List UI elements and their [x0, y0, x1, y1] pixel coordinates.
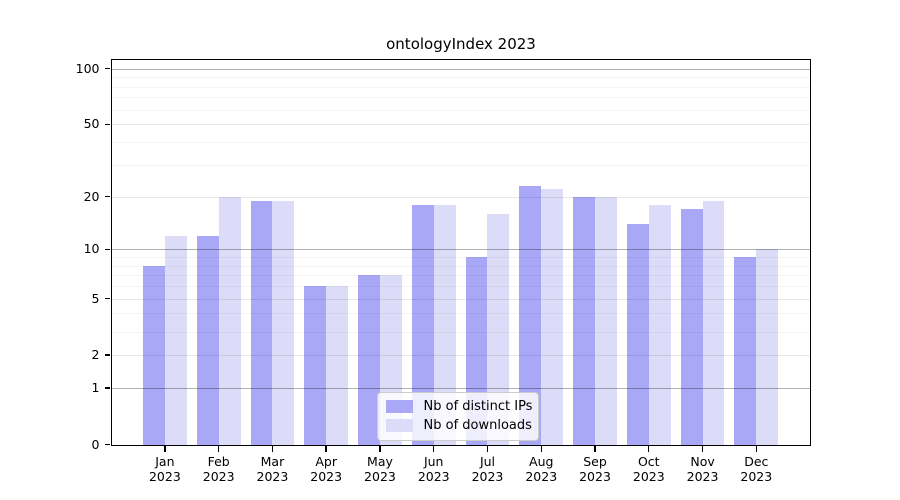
- x-tick-label: Jul 2023: [471, 453, 504, 485]
- y-tick-mark: [104, 123, 110, 125]
- x-tick-mark: [379, 446, 381, 452]
- bar: [487, 213, 510, 445]
- bar: [702, 200, 725, 445]
- y-tick-label: 10: [83, 241, 100, 257]
- x-tick-mark: [648, 446, 650, 452]
- x-tick-label: Feb 2023: [202, 453, 235, 485]
- legend-swatch-distinct-ips-icon: [385, 400, 413, 413]
- y-tick-label: 1: [91, 380, 100, 396]
- minor-gridline: [111, 77, 810, 79]
- x-tick-mark: [755, 446, 757, 452]
- x-tick-label: Nov 2023: [686, 453, 719, 485]
- x-tick-mark: [271, 446, 274, 452]
- x-tick-label: Mar 2023: [256, 453, 289, 485]
- y-tick-label: 50: [83, 116, 100, 132]
- legend-item-downloads: Nb of downloads: [385, 418, 532, 434]
- x-tick-mark: [325, 446, 327, 452]
- x-tick-label: May 2023: [364, 453, 396, 485]
- x-tick-mark: [217, 446, 220, 452]
- x-tick-mark: [540, 446, 542, 452]
- bar: [756, 249, 779, 445]
- minor-gridline: [111, 86, 810, 88]
- gridline: [111, 196, 810, 198]
- x-tick-label: Jun 2023: [417, 453, 450, 485]
- bar: [541, 189, 564, 445]
- plot-area: Nb of distinct IPs Nb of downloads Jan 20…: [76, 58, 811, 484]
- gridline: [111, 124, 810, 126]
- bar: [304, 286, 327, 445]
- y-tick-mark: [104, 195, 110, 198]
- bar: [218, 196, 241, 445]
- x-tick-mark: [164, 446, 166, 452]
- legend-item-distinct-ips: Nb of distinct IPs: [385, 399, 533, 415]
- x-tick-mark: [433, 446, 435, 452]
- decade-gridline: [111, 68, 810, 70]
- y-tick-label: 5: [91, 290, 100, 306]
- y-tick-label: 100: [75, 60, 100, 76]
- bar: [680, 209, 703, 445]
- x-tick-label: Dec 2023: [740, 453, 773, 485]
- y-tick-mark: [104, 248, 110, 250]
- bar: [519, 185, 542, 445]
- y-tick-mark: [104, 387, 110, 389]
- bar: [196, 235, 219, 445]
- x-tick-mark: [486, 446, 489, 452]
- bar: [573, 196, 595, 445]
- bar: [250, 200, 273, 445]
- x-tick-label: Sep 2023: [579, 453, 611, 485]
- chart-title: ontologyIndex 2023: [386, 35, 536, 53]
- bar: [595, 196, 617, 445]
- minor-gridline: [111, 109, 810, 111]
- y-tick-mark: [104, 67, 110, 70]
- bar: [272, 200, 295, 445]
- legend-label-downloads: Nb of downloads: [423, 418, 532, 433]
- bar: [626, 223, 649, 445]
- bar: [734, 256, 757, 445]
- y-tick-label: 20: [83, 188, 100, 204]
- bar: [143, 265, 165, 445]
- legend-label-distinct-ips: Nb of distinct IPs: [423, 399, 533, 414]
- legend-swatch-downloads-icon: [385, 419, 413, 432]
- x-tick-mark: [701, 446, 704, 452]
- legend: Nb of distinct IPs Nb of downloads: [376, 391, 539, 441]
- y-tick-label: 0: [91, 436, 100, 452]
- y-tick-mark: [104, 354, 110, 356]
- minor-gridline: [111, 164, 810, 166]
- bar: [358, 275, 380, 445]
- x-tick-label: Jan 2023: [148, 453, 181, 485]
- minor-gridline: [111, 142, 810, 144]
- bar: [648, 204, 671, 445]
- bar: [326, 286, 349, 445]
- x-tick-mark: [594, 446, 596, 452]
- x-tick-label: Oct 2023: [632, 453, 665, 485]
- bar: [411, 204, 434, 445]
- y-tick-label: 2: [91, 347, 100, 363]
- x-tick-label: Apr 2023: [310, 453, 343, 485]
- bar: [433, 204, 456, 445]
- x-tick-label: Aug 2023: [525, 453, 558, 485]
- y-tick-mark: [104, 443, 110, 446]
- minor-gridline: [111, 97, 810, 99]
- y-tick-mark: [104, 297, 110, 300]
- bar: [164, 235, 187, 445]
